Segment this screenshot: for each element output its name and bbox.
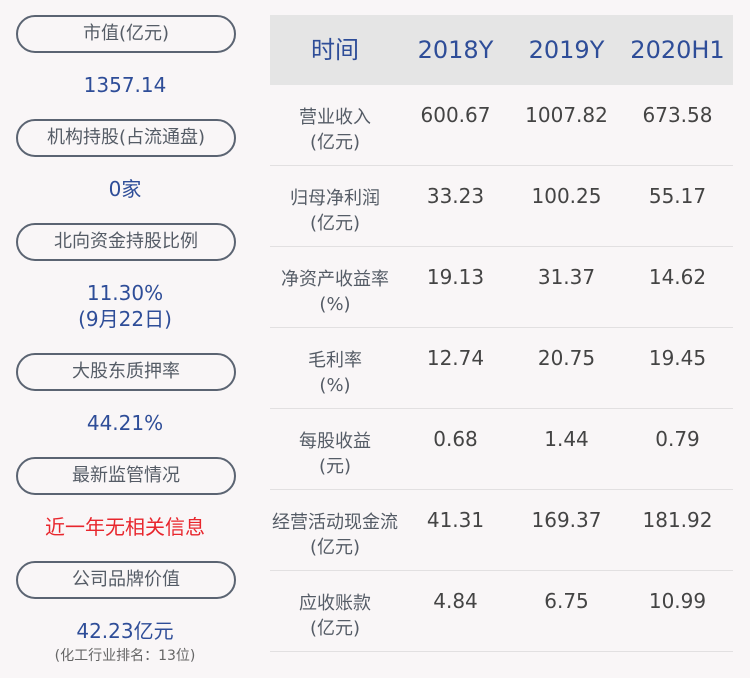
cell-value: 31.37 (537, 265, 596, 289)
row-label: 归母净利润 (亿元) (270, 186, 400, 236)
cell-value: 181.92 (642, 508, 713, 532)
cell-value: 19.13 (426, 265, 485, 289)
cell-value: 1007.82 (525, 103, 608, 127)
row-label: 经营活动现金流 (亿元) (270, 510, 400, 560)
header-2019y: 2019Y (528, 36, 605, 64)
pledge-ratio-value: 44.21% (86, 411, 164, 435)
row-label: 营业收入 (亿元) (270, 105, 400, 155)
row-label: 应收账款 (亿元) (270, 591, 400, 641)
table-row: 经营活动现金流 (亿元) 41.31 169.37 181.92 (270, 490, 733, 571)
cell-value: 1.44 (544, 427, 589, 451)
table-header: 时间 2018Y 2019Y 2020H1 (270, 15, 733, 85)
header-time: 时间 (311, 36, 359, 64)
table-row: 净资产收益率 (%) 19.13 31.37 14.62 (270, 247, 733, 328)
cell-value: 673.58 (642, 103, 713, 127)
row-unit: (%) (319, 375, 351, 396)
row-name: 净资产收益率 (281, 269, 389, 290)
cell-value: 33.23 (426, 184, 485, 208)
row-name: 毛利率 (308, 350, 362, 371)
cell-value: 55.17 (648, 184, 707, 208)
cell-value: 19.45 (648, 346, 707, 370)
row-name: 应收账款 (299, 593, 371, 614)
header-2018y: 2018Y (417, 36, 494, 64)
row-unit: (亿元) (309, 213, 361, 234)
row-name: 每股收益 (299, 431, 371, 452)
row-unit: (亿元) (309, 132, 361, 153)
cell-value: 20.75 (537, 346, 596, 370)
cell-value: 100.25 (531, 184, 602, 208)
row-label: 每股收益 (元) (270, 429, 400, 479)
cell-value: 41.31 (426, 508, 485, 532)
regulatory-status-value: 近一年无相关信息 (45, 515, 205, 539)
northbound-ratio-date: (9月22日) (78, 307, 172, 331)
table-row: 应收账款 (亿元) 4.84 6.75 10.99 (270, 571, 733, 652)
institutional-holding-label: 机构持股(占流通盘) (16, 119, 236, 157)
northbound-ratio-label: 北向资金持股比例 (16, 223, 236, 261)
brand-value-rank: (化工行业排名：13位) (54, 648, 196, 664)
cell-value: 4.84 (433, 589, 478, 613)
cell-value: 600.67 (420, 103, 491, 127)
regulatory-status-label: 最新监管情况 (16, 457, 236, 495)
cell-value: 12.74 (426, 346, 485, 370)
cell-value: 0.79 (655, 427, 700, 451)
brand-value-value: 42.23亿元 (76, 619, 174, 643)
header-2020h1: 2020H1 (630, 36, 725, 64)
pledge-ratio-label: 大股东质押率 (16, 353, 236, 391)
table-row: 毛利率 (%) 12.74 20.75 19.45 (270, 328, 733, 409)
row-unit: (亿元) (309, 618, 361, 639)
row-label: 毛利率 (%) (270, 348, 400, 398)
cell-value: 6.75 (544, 589, 589, 613)
cell-value: 14.62 (648, 265, 707, 289)
table-row: 营业收入 (亿元) 600.67 1007.82 673.58 (270, 85, 733, 166)
market-cap-value: 1357.14 (83, 73, 167, 97)
table-row: 每股收益 (元) 0.68 1.44 0.79 (270, 409, 733, 490)
cell-value: 10.99 (648, 589, 707, 613)
row-label: 净资产收益率 (%) (270, 267, 400, 317)
row-name: 归母净利润 (290, 188, 380, 209)
row-name: 经营活动现金流 (272, 512, 398, 533)
institutional-holding-value: 0家 (108, 177, 142, 201)
cell-value: 169.37 (531, 508, 602, 532)
cell-value: 0.68 (433, 427, 478, 451)
row-unit: (亿元) (309, 537, 361, 558)
table-row: 归母净利润 (亿元) 33.23 100.25 55.17 (270, 166, 733, 247)
market-cap-label: 市值(亿元) (16, 15, 236, 53)
row-unit: (%) (319, 294, 351, 315)
row-name: 营业收入 (299, 107, 371, 128)
northbound-ratio-value: 11.30% (86, 281, 164, 305)
brand-value-label: 公司品牌价值 (16, 561, 236, 599)
financial-table: 时间 2018Y 2019Y 2020H1 营业收入 (亿元) 600.67 1007… (270, 15, 733, 652)
row-unit: (元) (318, 456, 352, 477)
